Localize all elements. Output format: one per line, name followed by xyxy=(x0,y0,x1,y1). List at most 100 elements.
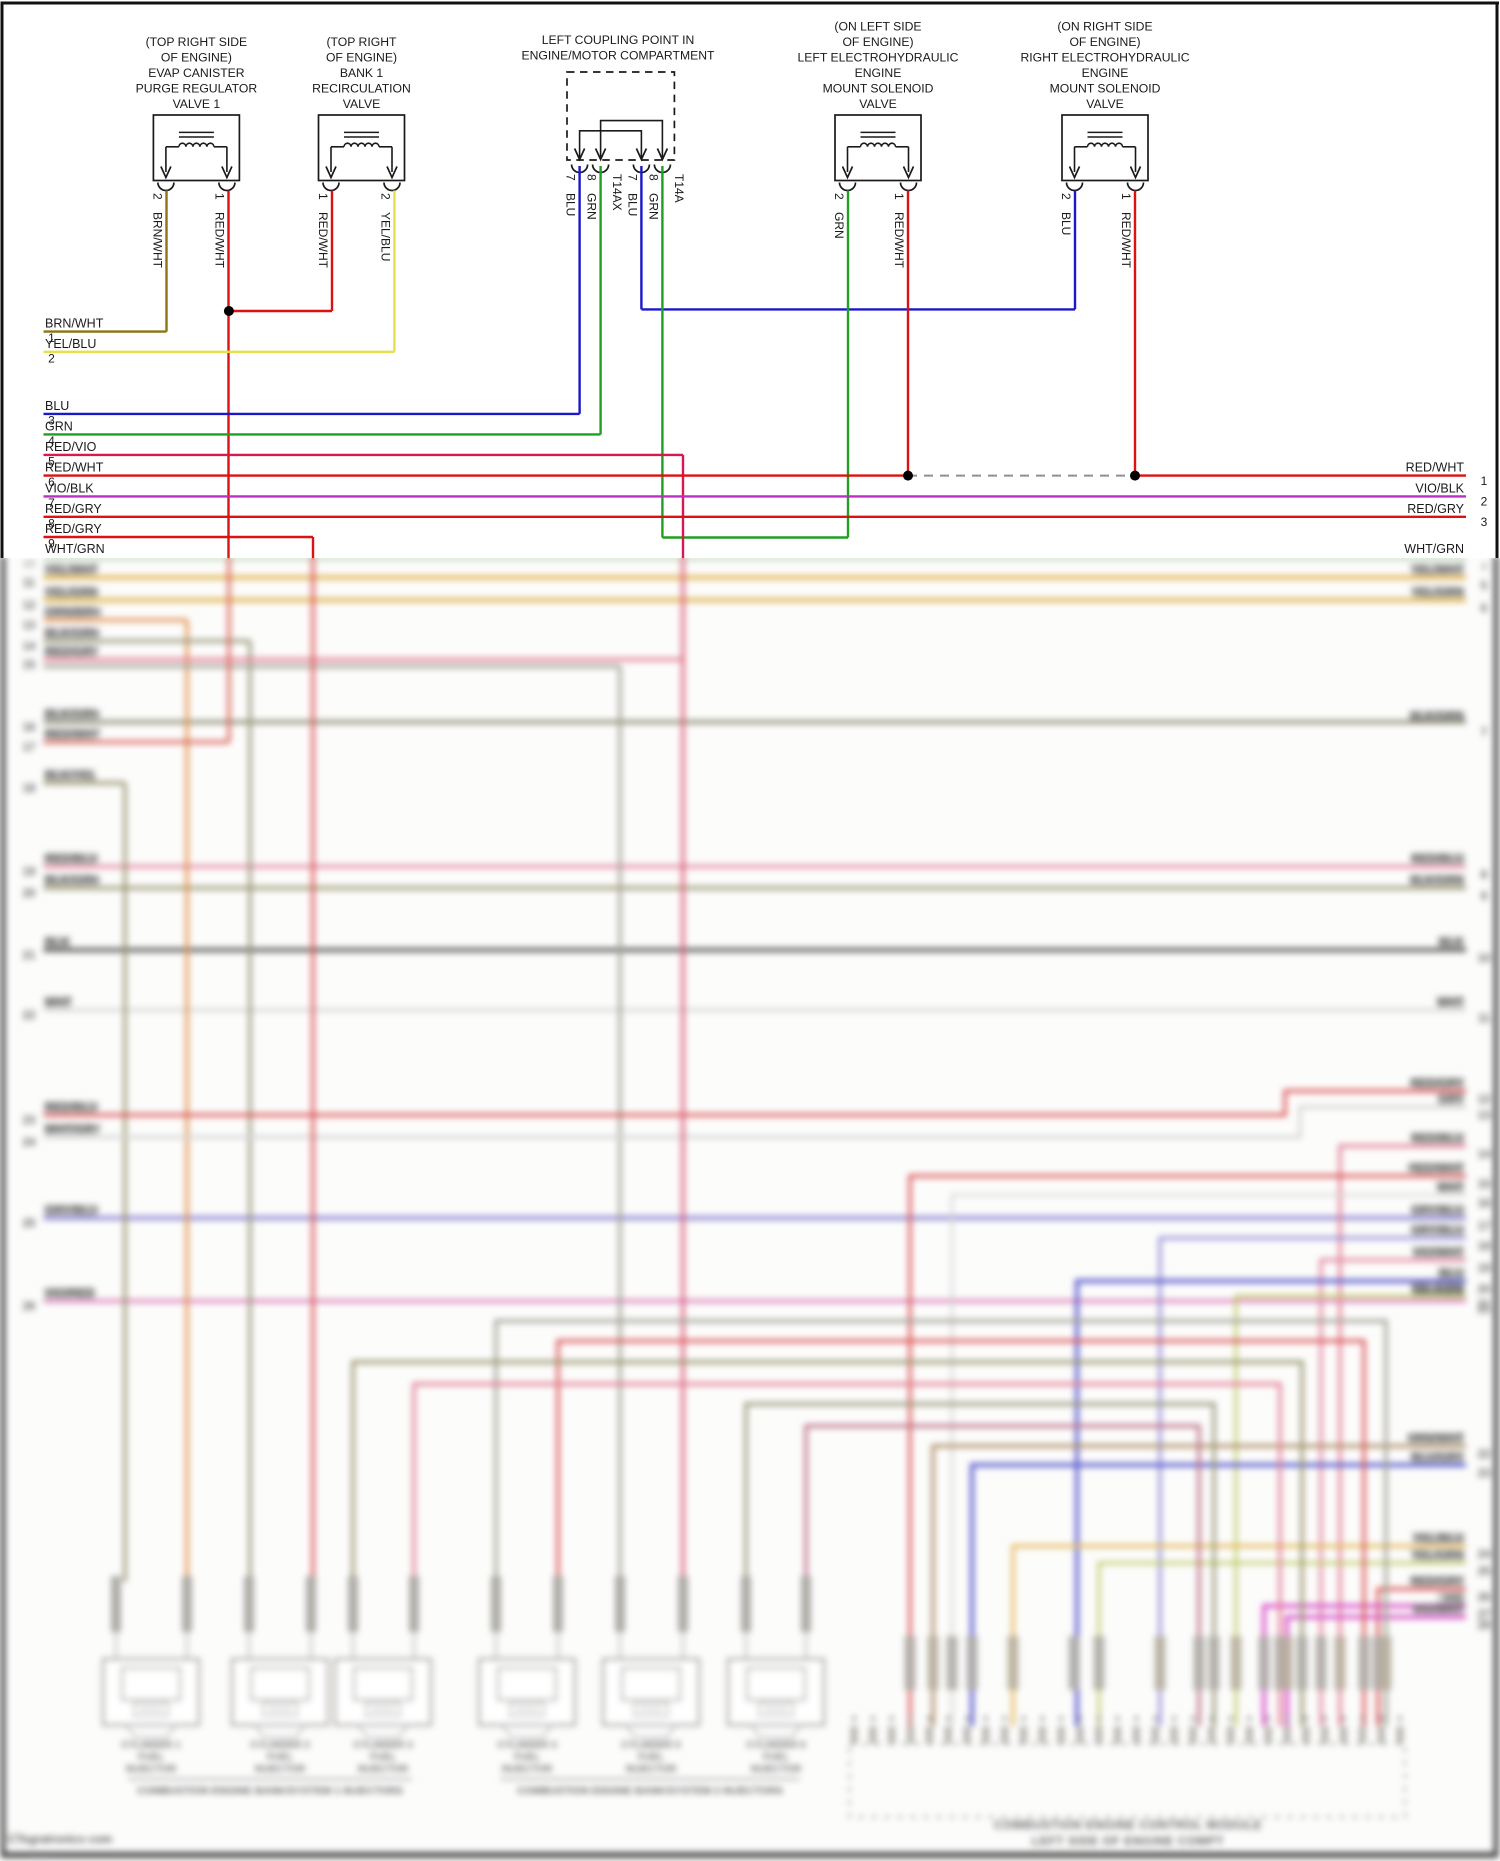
svg-text:7: 7 xyxy=(1481,727,1487,739)
svg-text:GRY/BLU: GRY/BLU xyxy=(1410,1203,1464,1217)
svg-text:RED/WHT: RED/WHT xyxy=(45,727,102,741)
svg-text:RED/WHT: RED/WHT xyxy=(1408,1161,1465,1175)
svg-text:8: 8 xyxy=(48,516,55,530)
svg-text:YEL/GRN: YEL/GRN xyxy=(1411,1548,1464,1562)
svg-text:10: 10 xyxy=(23,558,35,570)
svg-text:XXXX: XXXX xyxy=(139,1705,163,1715)
svg-text:BLK/GRN: BLK/GRN xyxy=(1409,873,1464,887)
svg-text:(TOP RIGHT SIDE: (TOP RIGHT SIDE xyxy=(146,35,248,49)
svg-text:RED/WHT: RED/WHT xyxy=(1119,212,1133,269)
svg-text:RECIRCULATION: RECIRCULATION xyxy=(312,82,411,96)
svg-text:_____: _____ xyxy=(29,1849,53,1858)
svg-text:6: 6 xyxy=(48,475,55,489)
svg-text:VALVE: VALVE xyxy=(859,97,896,111)
svg-text:INJECTOR: INJECTOR xyxy=(751,1764,802,1775)
svg-text:4: 4 xyxy=(48,434,55,448)
svg-text:9: 9 xyxy=(48,537,55,551)
svg-text:VALVE: VALVE xyxy=(343,97,380,111)
svg-text:CYLINDER 4: CYLINDER 4 xyxy=(497,1740,557,1751)
svg-text:7: 7 xyxy=(625,174,639,181)
svg-text:ENGINE/MOTOR COMPARTMENT: ENGINE/MOTOR COMPARTMENT xyxy=(522,49,716,63)
svg-text:VIO/RED: VIO/RED xyxy=(45,1286,95,1300)
svg-text:4: 4 xyxy=(1481,561,1487,573)
svg-text:YEL/BLU: YEL/BLU xyxy=(45,337,96,351)
svg-text:INJECTOR: INJECTOR xyxy=(626,1764,677,1775)
svg-text:VIO: VIO xyxy=(1443,1591,1464,1605)
svg-text:GRY: GRY xyxy=(1438,1092,1464,1106)
svg-text:FUEL: FUEL xyxy=(370,1752,396,1763)
svg-text:26: 26 xyxy=(1478,1592,1491,1604)
svg-text:28: 28 xyxy=(1478,1620,1491,1632)
svg-text:22: 22 xyxy=(1478,1449,1491,1461)
svg-text:1: 1 xyxy=(1119,193,1133,200)
svg-text:LEFT ELECTROHYDRAULIC: LEFT ELECTROHYDRAULIC xyxy=(798,51,959,65)
svg-text:INJECTOR: INJECTOR xyxy=(126,1764,177,1775)
svg-text:9: 9 xyxy=(1481,891,1487,903)
svg-text:INJECTOR: INJECTOR xyxy=(255,1764,306,1775)
svg-text:RED/BLU: RED/BLU xyxy=(1411,852,1464,866)
svg-text:24: 24 xyxy=(1478,1549,1491,1561)
svg-text:RED/WHT: RED/WHT xyxy=(892,212,906,269)
svg-text:GRY/BLU: GRY/BLU xyxy=(45,1203,99,1217)
svg-text:FUEL: FUEL xyxy=(138,1752,164,1763)
svg-text:22: 22 xyxy=(23,1010,36,1022)
svg-text:BRN/WHT: BRN/WHT xyxy=(45,317,104,331)
svg-text:8: 8 xyxy=(646,174,660,181)
svg-text:13: 13 xyxy=(23,620,36,632)
svg-text:12: 12 xyxy=(23,600,36,612)
svg-text:11: 11 xyxy=(1478,1013,1491,1025)
svg-text:XXXX: XXXX xyxy=(371,1705,395,1715)
svg-text:24: 24 xyxy=(23,1137,36,1149)
svg-text:2: 2 xyxy=(378,193,392,200)
svg-text:GRN: GRN xyxy=(832,212,846,239)
svg-text:VALVE 1: VALVE 1 xyxy=(173,97,221,111)
svg-text:BLU/GRY: BLU/GRY xyxy=(1410,1450,1464,1464)
svg-text:25: 25 xyxy=(23,1218,36,1230)
svg-text:26: 26 xyxy=(23,1301,36,1313)
svg-text:8: 8 xyxy=(1481,870,1488,882)
svg-text:CTegratronics com: CTegratronics com xyxy=(8,1834,112,1846)
svg-text:20: 20 xyxy=(1478,1284,1491,1296)
svg-text:15: 15 xyxy=(1478,1179,1491,1191)
svg-text:COMBUSTION ENGINE CONTROL MODU: COMBUSTION ENGINE CONTROL MODULE xyxy=(994,1818,1262,1832)
svg-text:1: 1 xyxy=(892,193,906,200)
svg-text:21: 21 xyxy=(1478,1299,1491,1311)
svg-text:7: 7 xyxy=(564,174,578,181)
svg-text:PURGE REGULATOR: PURGE REGULATOR xyxy=(136,82,258,96)
svg-text:YEL/GRN: YEL/GRN xyxy=(45,585,98,599)
svg-text:WHT: WHT xyxy=(45,995,73,1009)
svg-text:OF ENGINE): OF ENGINE) xyxy=(161,51,232,65)
svg-text:RED/WHT: RED/WHT xyxy=(45,461,104,475)
svg-text:BLU: BLU xyxy=(625,193,639,216)
svg-text:23: 23 xyxy=(23,1115,36,1127)
svg-text:CYLINDER 6: CYLINDER 6 xyxy=(746,1740,806,1751)
svg-text:YEL/GRN: YEL/GRN xyxy=(1411,585,1464,599)
svg-text:7: 7 xyxy=(48,496,55,510)
svg-text:LEFT SIDE OF ENGINE COMPT: LEFT SIDE OF ENGINE COMPT xyxy=(1032,1834,1224,1848)
svg-text:14: 14 xyxy=(1478,1149,1491,1161)
svg-text:YEL/GRN: YEL/GRN xyxy=(1411,1281,1464,1295)
svg-text:INJECTOR: INJECTOR xyxy=(358,1764,409,1775)
svg-text:1: 1 xyxy=(213,193,227,200)
svg-text:WHT: WHT xyxy=(1437,1180,1465,1194)
svg-text:LEFT COUPLING POINT IN: LEFT COUPLING POINT IN xyxy=(542,33,695,47)
svg-text:BLU: BLU xyxy=(45,399,69,413)
svg-text:RED/VIO: RED/VIO xyxy=(45,440,97,454)
svg-text:EVAP CANISTER: EVAP CANISTER xyxy=(148,66,245,80)
svg-text:CYLINDER 5: CYLINDER 5 xyxy=(621,1740,681,1751)
svg-text:BLK/GRN: BLK/GRN xyxy=(45,626,100,640)
svg-text:18: 18 xyxy=(23,783,36,795)
svg-text:YEL/WHT: YEL/WHT xyxy=(45,563,100,577)
svg-text:FUEL: FUEL xyxy=(267,1752,293,1763)
svg-text:FUEL: FUEL xyxy=(763,1752,789,1763)
svg-text:BLU: BLU xyxy=(1439,1266,1464,1280)
svg-text:RED/GRY: RED/GRY xyxy=(45,522,102,536)
svg-text:BLK/YEL: BLK/YEL xyxy=(45,768,96,782)
svg-text:FUEL: FUEL xyxy=(638,1752,664,1763)
svg-text:COMBUSTION ENGINE BANK/SYSTEM: COMBUSTION ENGINE BANK/SYSTEM 2 INJECTOR… xyxy=(517,1785,783,1797)
svg-text:12: 12 xyxy=(1478,1094,1491,1106)
svg-text:MOUNT SOLENOID: MOUNT SOLENOID xyxy=(1050,82,1161,96)
svg-text:COMBUSTION ENGINE BANK/SYSTEM: COMBUSTION ENGINE BANK/SYSTEM 1 INJECTOR… xyxy=(137,1785,403,1797)
svg-text:10: 10 xyxy=(1478,953,1491,965)
svg-text:INJECTOR: INJECTOR xyxy=(502,1764,553,1775)
